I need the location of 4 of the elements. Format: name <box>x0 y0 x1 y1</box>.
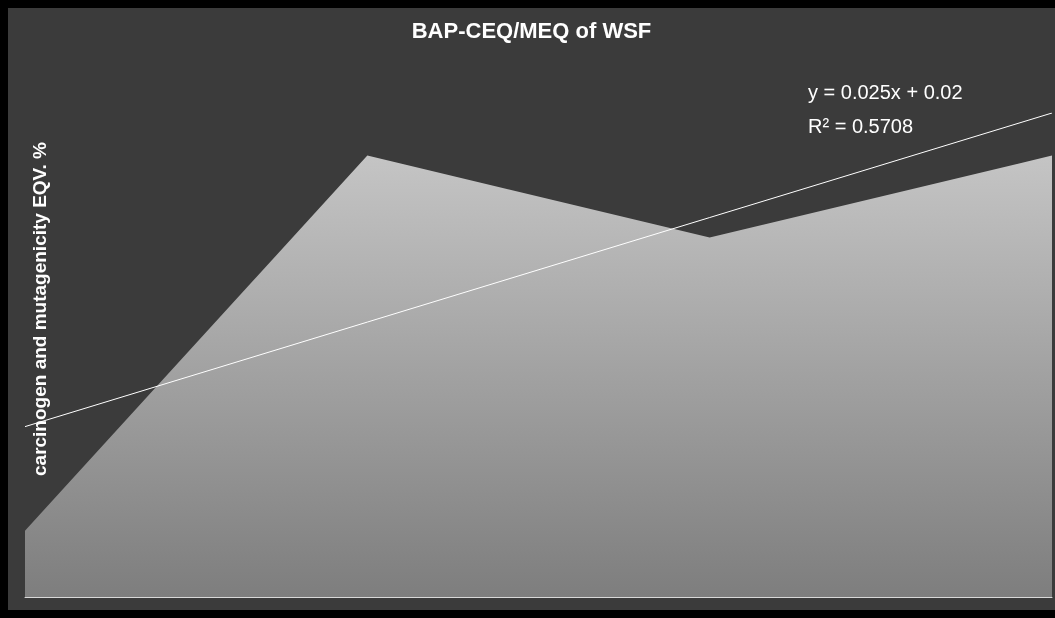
chart-title: BAP-CEQ/MEQ of WSF <box>411 17 652 43</box>
annotation: R² = 0.5708 <box>808 115 914 137</box>
text: y = 0.025x + 0.02 <box>808 81 963 103</box>
y-axis-title: carcinogen and mutagenicity EQV. % <box>29 141 50 476</box>
